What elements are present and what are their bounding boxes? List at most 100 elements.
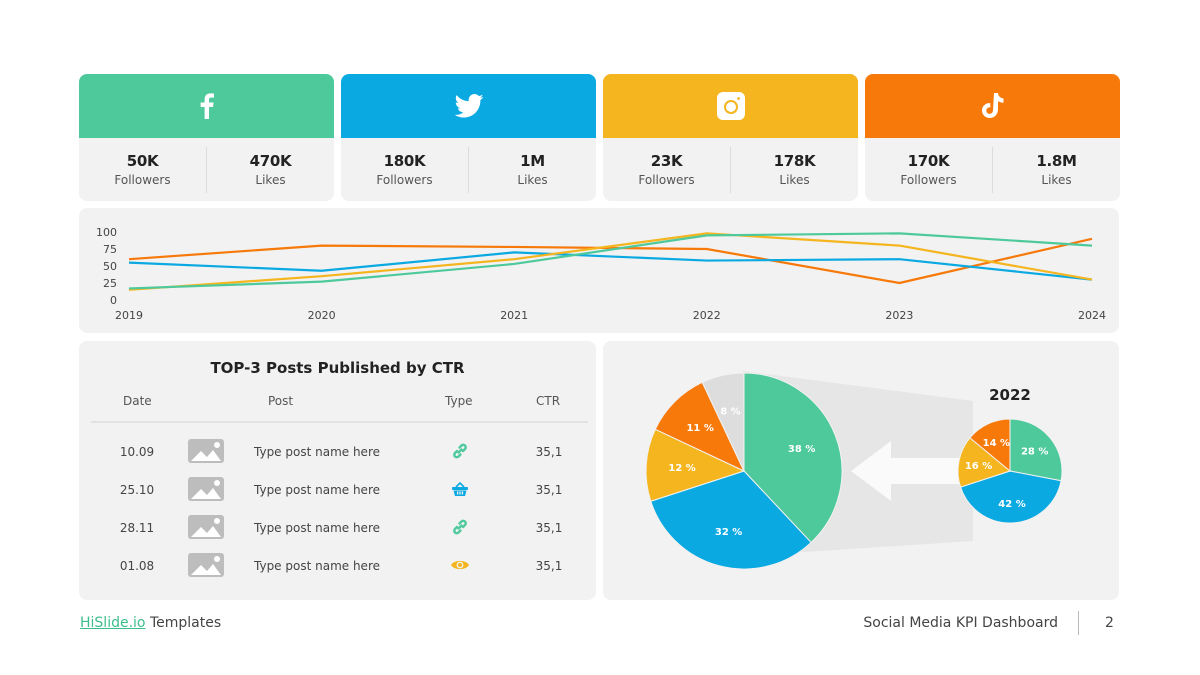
header-ctr: CTR	[536, 394, 561, 408]
tiktok-followers-value: 170K	[907, 152, 950, 170]
facebook-followers-value: 50K	[126, 152, 159, 170]
y-tick-label: 50	[103, 260, 117, 273]
facebook-card-header	[79, 74, 334, 138]
twitter-card-header	[341, 74, 596, 138]
row-ctr: 35,1	[535, 483, 563, 497]
twitter-likes-label: Likes	[517, 173, 548, 187]
year-pie-slice-label: 16 %	[965, 461, 992, 472]
y-tick-label: 100	[96, 226, 117, 239]
x-tick-label: 2023	[885, 309, 913, 322]
row-post-name: Type post name here	[254, 559, 380, 573]
page-number: 2	[1105, 615, 1114, 631]
series-line-instagram	[128, 232, 1093, 291]
row-ctr: 35,1	[535, 559, 563, 573]
link-icon	[449, 517, 471, 537]
main-pie-slice	[650, 470, 812, 570]
x-tick-label: 2020	[308, 309, 336, 322]
brand-link[interactable]: HiSlide.io	[80, 615, 146, 631]
year-pie-slice-label: 14 %	[983, 438, 1010, 449]
table-row[interactable]: 28.11 Type post name here 35,1	[79, 513, 596, 543]
tiktok-likes-label: Likes	[1041, 173, 1072, 187]
header-type: Type	[445, 394, 473, 408]
year-pie-slice	[959, 470, 1062, 524]
main-pie-slice-label: 38 %	[788, 444, 815, 455]
image-placeholder-icon	[188, 553, 224, 577]
footer-title: Social Media KPI Dashboard	[863, 615, 1058, 631]
instagram-card: 23K Followers 178K Likes	[603, 74, 858, 201]
stat-divider	[730, 146, 731, 193]
x-tick-label: 2021	[500, 309, 528, 322]
twitter-icon	[454, 94, 483, 118]
row-ctr: 35,1	[535, 521, 563, 535]
year-pie-slice	[969, 418, 1011, 473]
twitter-followers-value: 180K	[383, 152, 426, 170]
main-pie-slice	[645, 428, 746, 502]
link-icon	[449, 441, 471, 461]
row-date: 10.09	[119, 445, 155, 459]
stat-divider	[468, 146, 469, 193]
year-pie-title: 2022	[989, 386, 1031, 404]
row-ctr: 35,1	[535, 445, 563, 459]
facebook-likes-value: 470K	[249, 152, 292, 170]
instagram-followers-label: Followers	[638, 173, 695, 187]
series-line-facebook	[128, 232, 1093, 290]
facebook-icon	[200, 93, 214, 119]
x-tick-label: 2022	[693, 309, 721, 322]
row-date: 28.11	[119, 521, 155, 535]
image-placeholder-icon	[188, 439, 224, 463]
stat-divider	[206, 146, 207, 193]
instagram-card-header	[603, 74, 858, 138]
main-pie-slice-label: 8 %	[720, 406, 740, 417]
footer-brand: HiSlide.io Templates	[80, 615, 221, 631]
row-post-name: Type post name here	[254, 521, 380, 535]
pie-chart-panel: 38 % 32 % 12 % 11 % 8 % 28 % 42 % 16 % 14 % 2022	[603, 341, 1119, 600]
eye-icon	[449, 555, 471, 575]
x-tick-label: 2019	[115, 309, 143, 322]
tiktok-likes-value: 1.8M	[1036, 152, 1077, 170]
header-post: Post	[268, 394, 294, 408]
x-tick-label: 2024	[1078, 309, 1106, 322]
y-tick-label: 75	[103, 243, 117, 256]
year-pie-slice-label: 42 %	[998, 499, 1025, 510]
year-pie-slice	[957, 437, 1012, 488]
instagram-likes-value: 178K	[773, 152, 816, 170]
tiktok-followers-label: Followers	[900, 173, 957, 187]
y-tick-label: 0	[110, 294, 117, 307]
main-pie-slice	[654, 381, 746, 473]
twitter-card: 180K Followers 1M Likes	[341, 74, 596, 201]
year-pie-slice	[1009, 418, 1063, 482]
image-placeholder-icon	[188, 477, 224, 501]
table-row[interactable]: 10.09 Type post name here 35,1	[79, 437, 596, 467]
table-title: TOP-3 Posts Published by CTR	[210, 359, 465, 377]
series-line-twitter	[128, 251, 1093, 281]
instagram-likes-label: Likes	[779, 173, 810, 187]
row-date: 01.08	[119, 559, 155, 573]
main-pie-slice	[701, 372, 745, 472]
table-row[interactable]: 01.08 Type post name here 35,1	[79, 551, 596, 581]
tiktok-icon	[981, 93, 1003, 118]
line-chart-panel: 0 25 50 75 100 2019 2020 2021 2022 2023 2024	[79, 208, 1119, 333]
series-line-tiktok	[128, 237, 1093, 285]
image-placeholder-icon	[188, 515, 224, 539]
twitter-followers-label: Followers	[376, 173, 433, 187]
table-row[interactable]: 25.10 Type post name here 35,1	[79, 475, 596, 505]
main-pie-slice-label: 32 %	[715, 527, 742, 538]
year-pie-slice-label: 28 %	[1021, 447, 1048, 458]
main-pie-slice	[743, 372, 843, 544]
top-posts-panel: TOP-3 Posts Published by CTR Date Post T…	[79, 341, 596, 600]
row-date: 25.10	[119, 483, 155, 497]
arrow-left-icon	[851, 441, 973, 501]
instagram-followers-value: 23K	[650, 152, 683, 170]
instagram-icon	[716, 92, 745, 120]
stat-divider	[992, 146, 993, 193]
table-header-divider	[91, 421, 588, 423]
twitter-likes-value: 1M	[520, 152, 545, 170]
row-post-name: Type post name here	[254, 445, 380, 459]
basket-icon	[449, 479, 471, 499]
facebook-followers-label: Followers	[114, 173, 171, 187]
tiktok-card-header	[865, 74, 1120, 138]
pie-comparison-chart: 38 % 32 % 12 % 11 % 8 % 28 % 42 % 16 % 14 % 2022	[645, 371, 1063, 570]
tiktok-card: 170K Followers 1.8M Likes	[865, 74, 1120, 201]
facebook-card: 50K Followers 470K Likes	[79, 74, 334, 201]
brand-suffix: Templates	[145, 615, 222, 631]
